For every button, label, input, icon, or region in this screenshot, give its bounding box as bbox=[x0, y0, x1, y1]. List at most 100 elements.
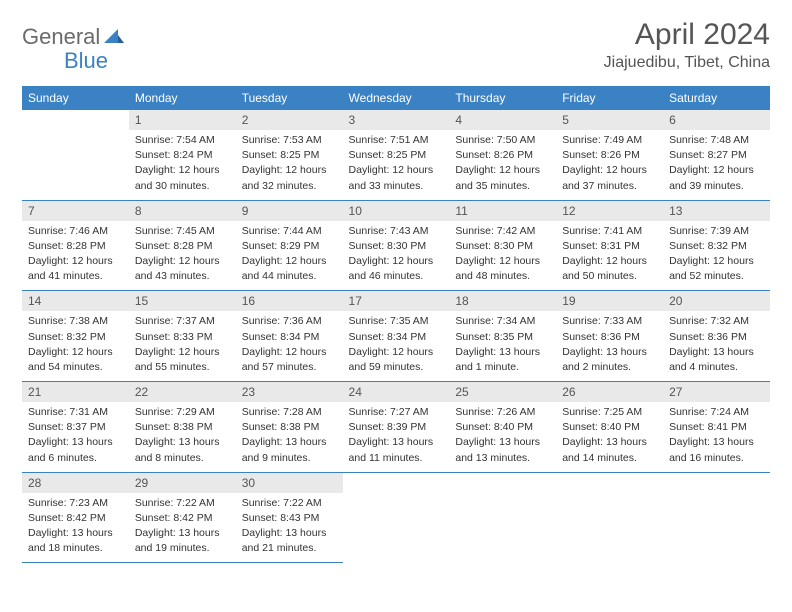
daylight-text: and 21 minutes. bbox=[242, 541, 337, 555]
day-details: Sunrise: 7:39 AMSunset: 8:32 PMDaylight:… bbox=[663, 221, 770, 291]
sunset-text: Sunset: 8:41 PM bbox=[669, 420, 764, 434]
sunset-text: Sunset: 8:40 PM bbox=[562, 420, 657, 434]
calendar-cell: 15Sunrise: 7:37 AMSunset: 8:33 PMDayligh… bbox=[129, 291, 236, 382]
day-number: 12 bbox=[556, 201, 663, 221]
sunrise-text: Sunrise: 7:41 AM bbox=[562, 224, 657, 238]
daylight-text: and 9 minutes. bbox=[242, 451, 337, 465]
daylight-text: Daylight: 13 hours bbox=[455, 345, 550, 359]
day-details: Sunrise: 7:44 AMSunset: 8:29 PMDaylight:… bbox=[236, 221, 343, 291]
calendar-cell: 8Sunrise: 7:45 AMSunset: 8:28 PMDaylight… bbox=[129, 200, 236, 291]
daylight-text: and 18 minutes. bbox=[28, 541, 123, 555]
daylight-text: and 52 minutes. bbox=[669, 269, 764, 283]
daylight-text: Daylight: 13 hours bbox=[669, 435, 764, 449]
calendar-cell bbox=[343, 472, 450, 563]
day-number: 26 bbox=[556, 382, 663, 402]
daylight-text: Daylight: 12 hours bbox=[349, 254, 444, 268]
day-details: Sunrise: 7:45 AMSunset: 8:28 PMDaylight:… bbox=[129, 221, 236, 291]
weekday-header: Tuesday bbox=[236, 86, 343, 110]
day-number: 27 bbox=[663, 382, 770, 402]
sunrise-text: Sunrise: 7:42 AM bbox=[455, 224, 550, 238]
day-number: 14 bbox=[22, 291, 129, 311]
calendar-cell: 2Sunrise: 7:53 AMSunset: 8:25 PMDaylight… bbox=[236, 110, 343, 200]
calendar-row: 14Sunrise: 7:38 AMSunset: 8:32 PMDayligh… bbox=[22, 291, 770, 382]
day-details: Sunrise: 7:48 AMSunset: 8:27 PMDaylight:… bbox=[663, 130, 770, 200]
day-details: Sunrise: 7:27 AMSunset: 8:39 PMDaylight:… bbox=[343, 402, 450, 472]
sunset-text: Sunset: 8:42 PM bbox=[28, 511, 123, 525]
daylight-text: and 6 minutes. bbox=[28, 451, 123, 465]
sunrise-text: Sunrise: 7:46 AM bbox=[28, 224, 123, 238]
daylight-text: and 4 minutes. bbox=[669, 360, 764, 374]
sunset-text: Sunset: 8:30 PM bbox=[349, 239, 444, 253]
day-number: 28 bbox=[22, 473, 129, 493]
day-number: 3 bbox=[343, 110, 450, 130]
day-number: 13 bbox=[663, 201, 770, 221]
day-number: 11 bbox=[449, 201, 556, 221]
sunrise-text: Sunrise: 7:44 AM bbox=[242, 224, 337, 238]
calendar-row: 28Sunrise: 7:23 AMSunset: 8:42 PMDayligh… bbox=[22, 472, 770, 563]
sunset-text: Sunset: 8:27 PM bbox=[669, 148, 764, 162]
day-number: 2 bbox=[236, 110, 343, 130]
sunrise-text: Sunrise: 7:36 AM bbox=[242, 314, 337, 328]
sunrise-text: Sunrise: 7:34 AM bbox=[455, 314, 550, 328]
calendar-cell: 25Sunrise: 7:26 AMSunset: 8:40 PMDayligh… bbox=[449, 382, 556, 473]
calendar-cell: 10Sunrise: 7:43 AMSunset: 8:30 PMDayligh… bbox=[343, 200, 450, 291]
sunrise-text: Sunrise: 7:28 AM bbox=[242, 405, 337, 419]
day-details: Sunrise: 7:34 AM Sunset: 8:35 PMDaylight:… bbox=[449, 311, 556, 381]
day-number: 17 bbox=[343, 291, 450, 311]
daylight-text: Daylight: 13 hours bbox=[242, 526, 337, 540]
daylight-text: Daylight: 13 hours bbox=[562, 435, 657, 449]
calendar-cell bbox=[22, 110, 129, 200]
calendar-cell: 13Sunrise: 7:39 AMSunset: 8:32 PMDayligh… bbox=[663, 200, 770, 291]
daylight-text: and 54 minutes. bbox=[28, 360, 123, 374]
calendar-cell: 3Sunrise: 7:51 AMSunset: 8:25 PMDaylight… bbox=[343, 110, 450, 200]
calendar-cell: 19Sunrise: 7:33 AMSunset: 8:36 PMDayligh… bbox=[556, 291, 663, 382]
day-details: Sunrise: 7:38 AMSunset: 8:32 PMDaylight:… bbox=[22, 311, 129, 381]
calendar-cell: 1Sunrise: 7:54 AMSunset: 8:24 PMDaylight… bbox=[129, 110, 236, 200]
day-number: 25 bbox=[449, 382, 556, 402]
sunset-text: Sunset: 8:24 PM bbox=[135, 148, 230, 162]
calendar-cell: 11 Sunrise: 7:42 AMSunset: 8:30 PMDayligh… bbox=[449, 200, 556, 291]
calendar-cell: 4Sunrise: 7:50 AMSunset: 8:26 PMDaylight… bbox=[449, 110, 556, 200]
daylight-text: and 19 minutes. bbox=[135, 541, 230, 555]
calendar-cell: 26Sunrise: 7:25 AMSunset: 8:40 PMDayligh… bbox=[556, 382, 663, 473]
sunset-text: Sunset: 8:37 PM bbox=[28, 420, 123, 434]
sunset-text: Sunset: 8:30 PM bbox=[455, 239, 550, 253]
day-details: Sunrise: 7:24 AMSunset: 8:41 PMDaylight:… bbox=[663, 402, 770, 472]
logo-text-blue: Blue bbox=[64, 48, 108, 73]
day-details: Sunrise: 7:50 AMSunset: 8:26 PMDaylight:… bbox=[449, 130, 556, 200]
calendar-body: 1Sunrise: 7:54 AMSunset: 8:24 PMDaylight… bbox=[22, 110, 770, 563]
sunset-text: Sunset: 8:33 PM bbox=[135, 330, 230, 344]
sunset-text: Sunset: 8:35 PM bbox=[455, 330, 550, 344]
day-details: Sunrise: 7:33 AMSunset: 8:36 PMDaylight:… bbox=[556, 311, 663, 381]
calendar-cell: 18Sunrise: 7:34 AMSunset: 8:35 PMDayligh… bbox=[449, 291, 556, 382]
daylight-text: and 44 minutes. bbox=[242, 269, 337, 283]
calendar-cell: 23Sunrise: 7:28 AMSunset: 8:38 PMDayligh… bbox=[236, 382, 343, 473]
calendar-cell: 14Sunrise: 7:38 AMSunset: 8:32 PMDayligh… bbox=[22, 291, 129, 382]
sunset-text: Sunset: 8:40 PM bbox=[455, 420, 550, 434]
daylight-text: and 48 minutes. bbox=[455, 269, 550, 283]
calendar-cell: 29Sunrise: 7:22 AMSunset: 8:42 PMDayligh… bbox=[129, 472, 236, 563]
daylight-text: and 33 minutes. bbox=[349, 179, 444, 193]
daylight-text: and 16 minutes. bbox=[669, 451, 764, 465]
day-details: Sunrise: 7:46 AMSunset: 8:28 PMDaylight:… bbox=[22, 221, 129, 291]
day-details: Sunrise: 7:26 AMSunset: 8:40 PMDaylight:… bbox=[449, 402, 556, 472]
sunset-text: Sunset: 8:26 PM bbox=[455, 148, 550, 162]
sunset-text: Sunset: 8:31 PM bbox=[562, 239, 657, 253]
day-number: 5 bbox=[556, 110, 663, 130]
sunrise-text: Sunrise: 7:33 AM bbox=[562, 314, 657, 328]
sunset-text: Sunset: 8:29 PM bbox=[242, 239, 337, 253]
daylight-text: Daylight: 12 hours bbox=[455, 254, 550, 268]
day-details: Sunrise: 7:51 AMSunset: 8:25 PMDaylight:… bbox=[343, 130, 450, 200]
sunset-text: Sunset: 8:32 PM bbox=[669, 239, 764, 253]
weekday-header: Saturday bbox=[663, 86, 770, 110]
sunset-text: Sunset: 8:43 PM bbox=[242, 511, 337, 525]
daylight-text: and 32 minutes. bbox=[242, 179, 337, 193]
sunrise-text: Sunrise: 7:39 AM bbox=[669, 224, 764, 238]
day-details: Sunrise: 7:28 AMSunset: 8:38 PMDaylight:… bbox=[236, 402, 343, 472]
day-details: Sunrise: 7:32 AMSunset: 8:36 PMDaylight:… bbox=[663, 311, 770, 381]
sunset-text: Sunset: 8:36 PM bbox=[669, 330, 764, 344]
day-details: Sunrise: 7:53 AMSunset: 8:25 PMDaylight:… bbox=[236, 130, 343, 200]
sunrise-text: Sunrise: 7:54 AM bbox=[135, 133, 230, 147]
day-number: 15 bbox=[129, 291, 236, 311]
calendar-row: 7Sunrise: 7:46 AMSunset: 8:28 PMDaylight… bbox=[22, 200, 770, 291]
